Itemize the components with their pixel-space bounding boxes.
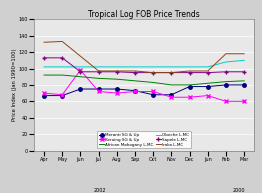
Iroko L-MC (97, 70, 100, 72)
Iroko L-MC (133, 70, 137, 72)
Keruing SG & Up (170, 96, 173, 98)
Iroko L-MC (61, 40, 64, 43)
Keruing SG & Up (133, 90, 137, 93)
Obeche L-MC (97, 66, 100, 68)
Iroko L-MC (79, 55, 82, 57)
Iroko L-MC (170, 71, 173, 74)
Iroko L-MC (115, 70, 118, 72)
Meranti SG & Up (224, 84, 227, 86)
Sapele L-MC (152, 71, 155, 74)
African Mahogany L-MC (133, 80, 137, 82)
Iroko L-MC (243, 52, 246, 55)
Meranti SG & Up (243, 84, 246, 86)
Obeche L-MC (42, 66, 46, 68)
Sapele L-MC (224, 71, 227, 73)
Iroko L-MC (188, 70, 191, 72)
Meranti SG & Up (133, 90, 137, 92)
Sapele L-MC (42, 57, 46, 59)
Sapele L-MC (243, 71, 246, 73)
Sapele L-MC (97, 71, 100, 73)
Keruing SG & Up (188, 96, 191, 98)
Meranti SG & Up (97, 88, 100, 90)
African Mahogany L-MC (243, 80, 246, 82)
African Mahogany L-MC (61, 74, 64, 76)
African Mahogany L-MC (79, 75, 82, 78)
Obeche L-MC (133, 66, 137, 68)
African Mahogany L-MC (224, 80, 227, 83)
Line: Obeche L-MC: Obeche L-MC (44, 60, 244, 67)
Y-axis label: Price Index (Jan 1990=100): Price Index (Jan 1990=100) (12, 49, 17, 121)
Obeche L-MC (243, 59, 246, 61)
Text: 2000: 2000 (232, 188, 245, 193)
Keruing SG & Up (42, 92, 46, 94)
African Mahogany L-MC (170, 84, 173, 86)
Line: African Mahogany L-MC: African Mahogany L-MC (44, 75, 244, 85)
Meranti SG & Up (170, 94, 173, 96)
Sapele L-MC (188, 71, 191, 74)
Obeche L-MC (115, 66, 118, 68)
Meranti SG & Up (42, 94, 46, 97)
Iroko L-MC (152, 71, 155, 74)
Meranti SG & Up (79, 88, 82, 90)
Obeche L-MC (61, 66, 64, 68)
Obeche L-MC (152, 66, 155, 68)
Keruing SG & Up (152, 90, 155, 93)
Meranti SG & Up (152, 94, 155, 96)
Iroko L-MC (206, 70, 209, 72)
Meranti SG & Up (188, 85, 191, 88)
African Mahogany L-MC (206, 82, 209, 85)
Keruing SG & Up (243, 100, 246, 102)
Keruing SG & Up (61, 94, 64, 96)
Line: Iroko L-MC: Iroko L-MC (44, 41, 244, 73)
Keruing SG & Up (224, 100, 227, 102)
Sapele L-MC (61, 57, 64, 59)
Meranti SG & Up (61, 94, 64, 97)
Obeche L-MC (170, 66, 173, 68)
Keruing SG & Up (115, 92, 118, 94)
Meranti SG & Up (206, 85, 209, 88)
Iroko L-MC (42, 41, 46, 43)
African Mahogany L-MC (188, 84, 191, 86)
Obeche L-MC (224, 61, 227, 63)
Line: Keruing SG & Up: Keruing SG & Up (42, 69, 246, 103)
Sapele L-MC (206, 71, 209, 74)
Keruing SG & Up (206, 94, 209, 97)
African Mahogany L-MC (152, 81, 155, 84)
Obeche L-MC (79, 66, 82, 68)
Sapele L-MC (115, 71, 118, 73)
Sapele L-MC (133, 71, 137, 74)
Line: Sapele L-MC: Sapele L-MC (42, 56, 246, 74)
Title: Tropical Log FOB Price Trends: Tropical Log FOB Price Trends (88, 9, 200, 19)
Keruing SG & Up (97, 90, 100, 93)
Legend: Meranti SG & Up, Keruing SG & Up, African Mahogany L-MC, Obeche L-MC, Sapele L-M: Meranti SG & Up, Keruing SG & Up, Africa… (97, 131, 191, 148)
Iroko L-MC (224, 52, 227, 55)
Meranti SG & Up (115, 88, 118, 90)
Obeche L-MC (188, 66, 191, 68)
African Mahogany L-MC (42, 74, 46, 76)
Text: 2002: 2002 (93, 188, 106, 193)
Sapele L-MC (170, 71, 173, 74)
Obeche L-MC (206, 66, 209, 68)
African Mahogany L-MC (97, 77, 100, 80)
African Mahogany L-MC (115, 78, 118, 80)
Keruing SG & Up (79, 69, 82, 71)
Line: Meranti SG & Up: Meranti SG & Up (42, 83, 246, 97)
Sapele L-MC (79, 71, 82, 73)
